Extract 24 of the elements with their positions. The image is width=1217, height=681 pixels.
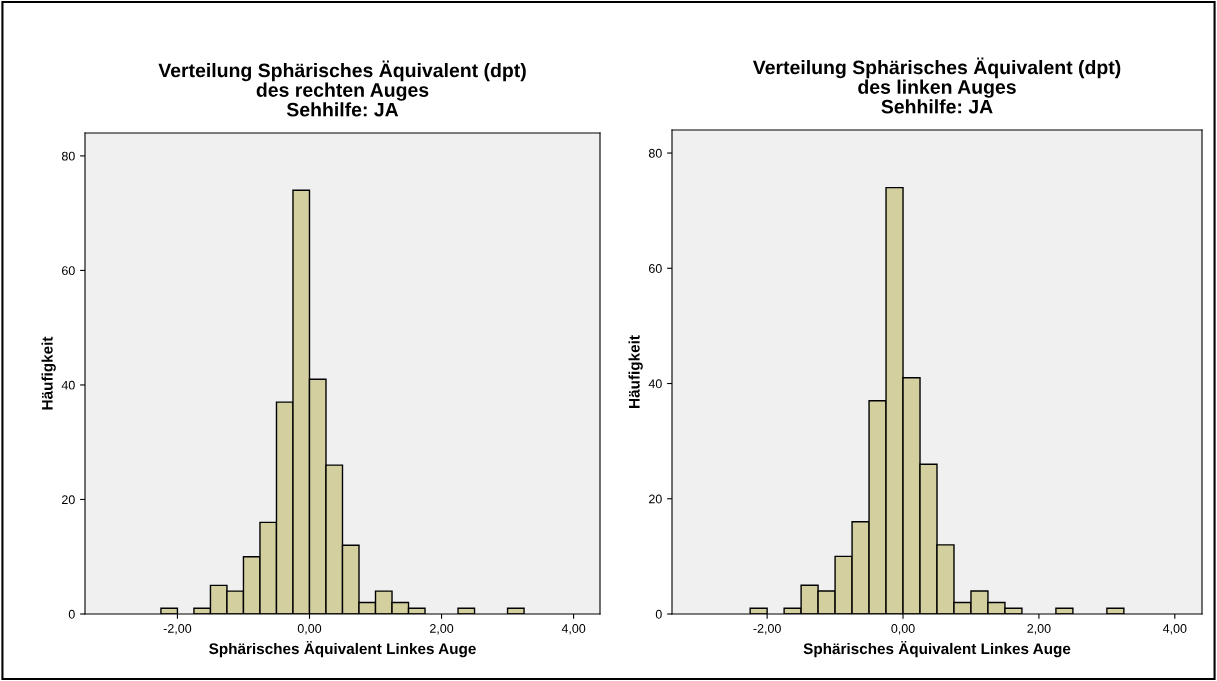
x-tick-label: 4,00	[1162, 624, 1187, 635]
y-tick-label: 0	[655, 609, 662, 619]
x-tick-label: 2,00	[1027, 624, 1051, 635]
x-tick-label: 0,00	[297, 624, 322, 635]
y-tick-label: 20	[649, 494, 662, 504]
x-tick-label: 0,00	[891, 624, 915, 635]
x-tick-label: 4,00	[561, 624, 586, 635]
x-axis-title: Sphärisches Äquivalent Linkes Auge	[209, 640, 476, 658]
y-tick-label: 40	[61, 380, 75, 390]
y-tick-label: 40	[648, 379, 662, 389]
y-axis-title: Häufigkeit	[628, 335, 643, 408]
y-tick-label: 0	[68, 609, 75, 619]
y-tick-label: 60	[649, 264, 662, 273]
chart-title: Verteilung Sphärisches Äquivalent (dpt) des linken Auges Sehhilfe: JA	[752, 57, 1121, 114]
y-tick-label: 80	[648, 148, 662, 158]
y-axis-title: Häufigkeit	[41, 336, 56, 410]
y-tick-label: 20	[62, 495, 75, 505]
x-tick-label: 2,00	[430, 624, 454, 635]
x-tick-label: -2,00	[163, 624, 192, 635]
y-tick-label: 80	[61, 151, 75, 161]
y-tick-label: 60	[62, 266, 75, 276]
chart-title: Verteilung Sphärisches Äquivalent (dpt) des rechten Auges Sehhilfe: JA	[158, 60, 526, 117]
x-tick-label: -2,00	[753, 624, 781, 635]
x-axis-title: Sphärisches Äquivalent Linkes Auge	[803, 640, 1071, 658]
